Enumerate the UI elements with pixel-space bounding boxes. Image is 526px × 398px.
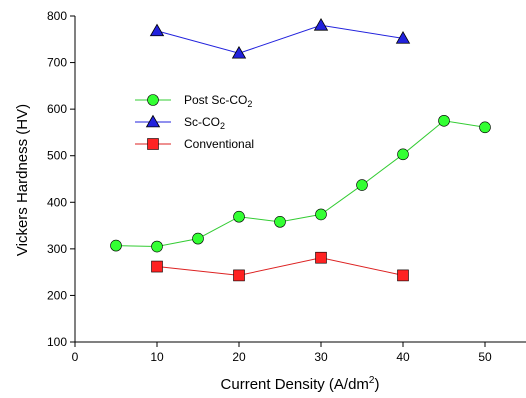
data-point <box>231 45 247 59</box>
data-point <box>356 179 368 191</box>
legend-entry: Post Sc-CO2 <box>135 93 252 109</box>
legend-label-main: Post Sc-CO <box>184 93 247 107</box>
legend-marker <box>147 94 159 106</box>
legend-entry: Conventional <box>135 137 254 151</box>
y-tick-label: 100 <box>47 335 67 349</box>
legend-entry: Sc-CO2 <box>135 114 225 131</box>
legend-label: Post Sc-CO2 <box>184 93 252 109</box>
series-line <box>156 257 404 276</box>
series-layer <box>110 18 491 282</box>
data-point <box>438 114 450 127</box>
data-point <box>233 269 245 282</box>
legend-label: Sc-CO2 <box>184 115 225 131</box>
legend-label-sub: 2 <box>247 99 252 109</box>
series-2 <box>151 251 409 282</box>
y-tick-label: 700 <box>47 56 67 70</box>
data-point <box>274 216 286 228</box>
data-point <box>395 31 411 44</box>
legend-label-sub: 2 <box>220 121 225 131</box>
data-point <box>315 208 327 221</box>
data-point <box>397 269 409 282</box>
series-0 <box>110 114 491 253</box>
legend-marker <box>147 138 159 150</box>
y-tick-label: 500 <box>47 149 67 163</box>
data-point <box>397 148 409 161</box>
legend-marker <box>145 114 161 128</box>
series-line <box>115 120 486 248</box>
y-tick-label: 200 <box>47 288 67 302</box>
x-tick-label: 10 <box>150 350 164 364</box>
legend-label-main: Conventional <box>184 137 254 151</box>
data-point <box>192 232 204 245</box>
x-tick-label: 30 <box>314 350 328 364</box>
y-tick-label: 600 <box>47 102 67 116</box>
y-tick-label: 400 <box>47 195 67 209</box>
y-tick-label: 300 <box>47 242 67 256</box>
data-point <box>479 121 491 134</box>
x-tick-label: 0 <box>72 350 79 364</box>
x-axis-title-main: Current Density (A/dm <box>221 376 369 393</box>
y-axis-title: Vickers Hardness (HV) <box>14 104 31 256</box>
x-tick-label: 40 <box>396 350 410 364</box>
data-point <box>151 260 163 273</box>
axes: 100 200 300 400 500 600 700 800 0 10 20 30 40 50 <box>47 9 526 364</box>
data-point <box>149 23 165 37</box>
series-line <box>156 24 404 54</box>
x-axis-title-sup: 2 <box>369 375 375 386</box>
legend-label-main: Sc-CO <box>184 115 220 129</box>
data-point <box>110 239 122 252</box>
legend-label: Conventional <box>184 137 254 151</box>
x-tick-label: 20 <box>232 350 246 364</box>
x-tick-label: 50 <box>478 350 492 364</box>
data-point <box>315 251 327 264</box>
data-point <box>313 18 329 31</box>
y-tick-label: 800 <box>47 9 67 23</box>
data-point <box>233 210 245 223</box>
x-axis-title: Current Density (A/dm2) <box>221 375 380 393</box>
series-1 <box>149 18 411 59</box>
x-axis-title-end: ) <box>374 376 379 393</box>
data-point <box>151 240 163 253</box>
